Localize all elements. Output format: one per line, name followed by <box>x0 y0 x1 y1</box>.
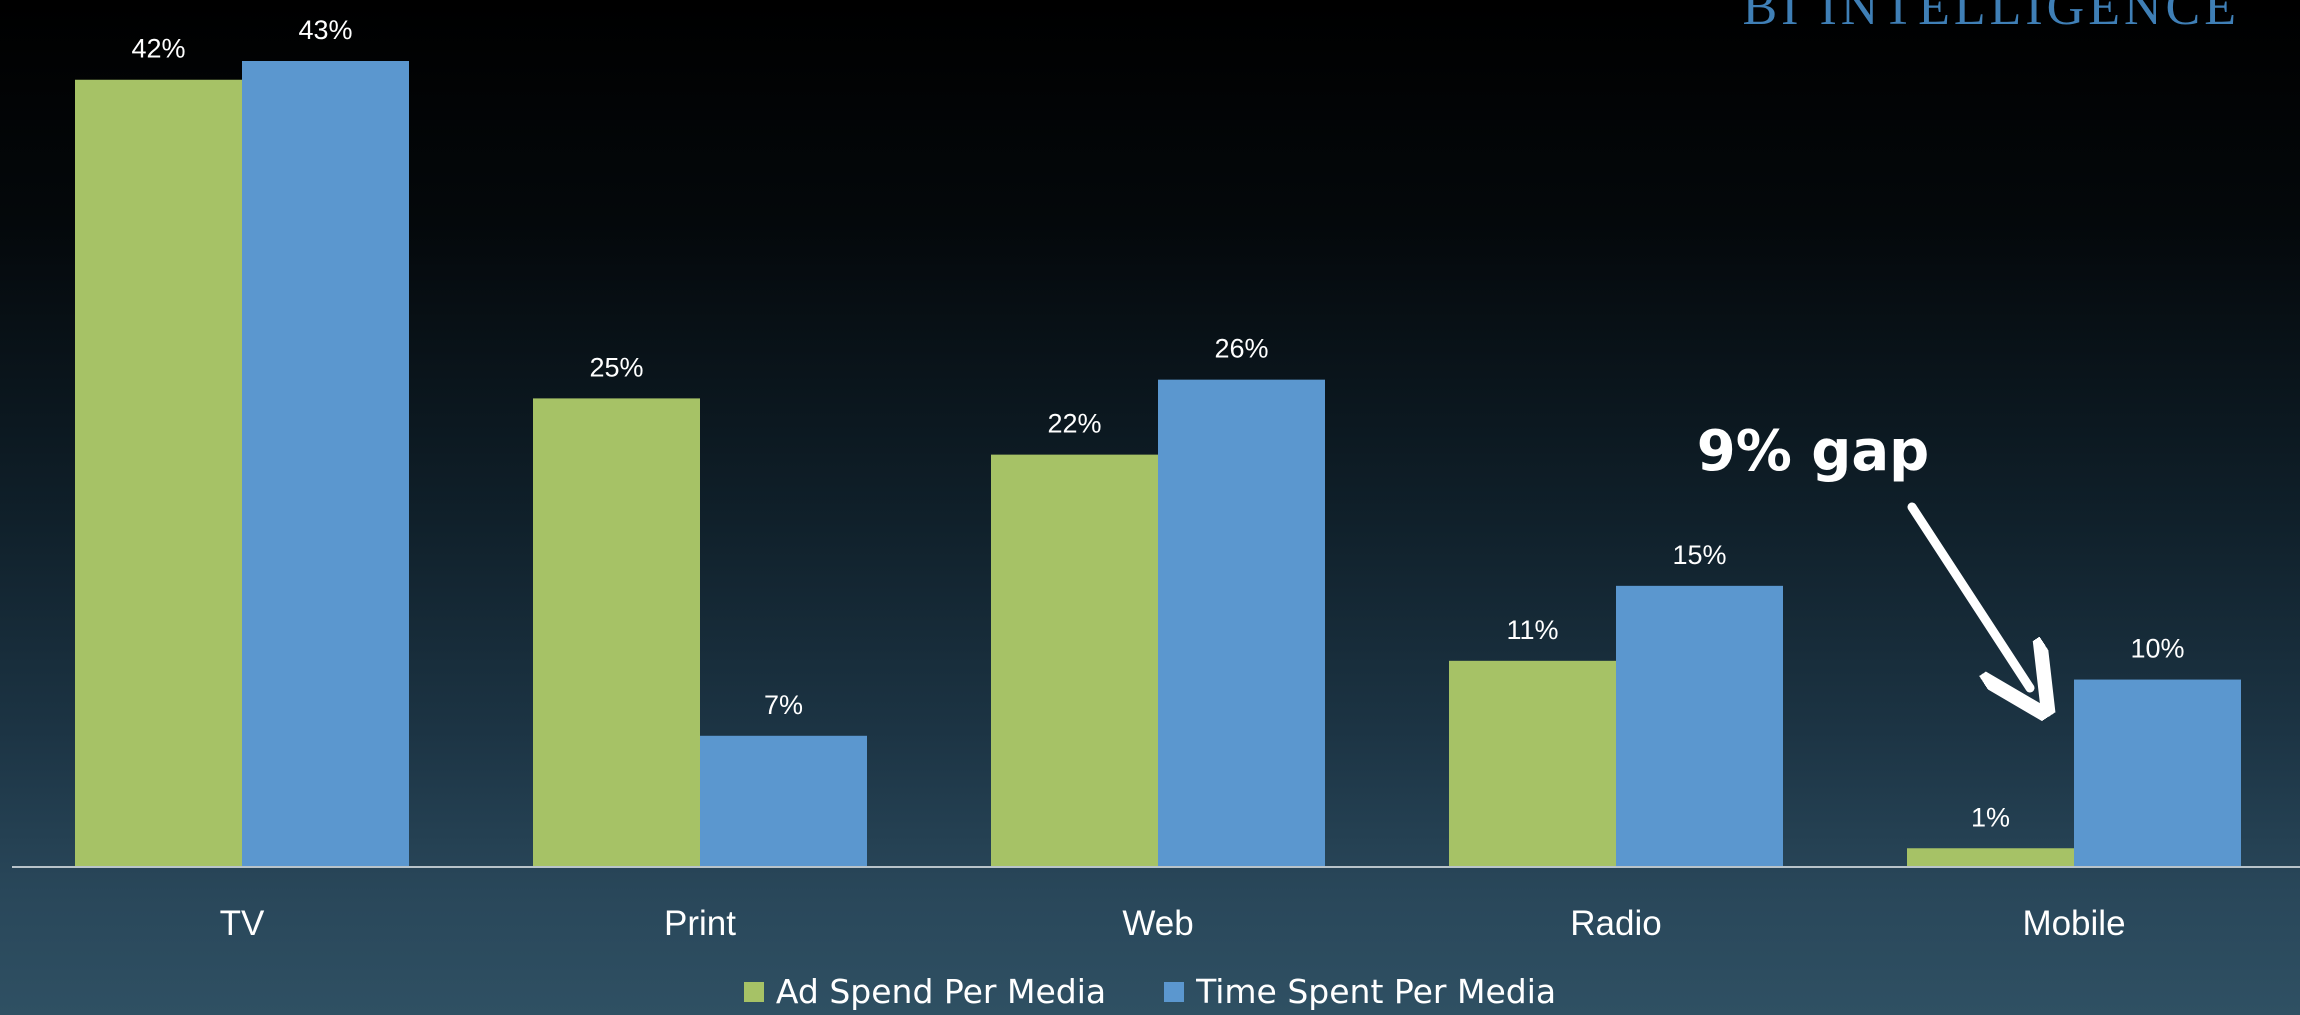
bar-mobile-time-spent <box>2074 679 2241 867</box>
legend-swatch-time-spent <box>1164 981 1185 1002</box>
bar-web-time-spent <box>1158 379 1325 867</box>
legend-swatch-ad-spend <box>743 981 764 1002</box>
bar-print-time-spent <box>700 735 867 867</box>
labels-layer: 42% 43% TV 25% 7% Print 22% 26% Web 11% 15% Radio 1%… <box>131 15 2184 943</box>
value-label-print-time-spent: 7% <box>764 690 803 720</box>
bars-layer <box>75 61 2241 867</box>
legend-item-time-spent: Time Spent Per Media <box>1164 972 1556 1011</box>
value-label-mobile-time-spent: 10% <box>2130 634 2184 664</box>
category-label-print: Print <box>664 904 736 943</box>
brand-logo: BI INTELLIGENCE <box>1742 0 2240 36</box>
value-label-web-ad-spend: 22% <box>1047 409 1101 439</box>
value-label-print-ad-spend: 25% <box>589 352 643 382</box>
legend-label-ad-spend: Ad Spend Per Media <box>775 972 1107 1011</box>
category-label-mobile: Mobile <box>2022 904 2125 943</box>
category-label-web: Web <box>1122 904 1193 943</box>
value-label-radio-ad-spend: 11% <box>1506 615 1558 645</box>
gap-arrow-icon <box>1907 502 2030 688</box>
value-label-web-time-spent: 26% <box>1214 334 1268 364</box>
bar-radio-time-spent <box>1616 585 1783 867</box>
bar-tv-time-spent <box>242 61 409 867</box>
bar-radio-ad-spend <box>1449 660 1616 867</box>
value-label-radio-time-spent: 15% <box>1672 540 1726 570</box>
bar-print-ad-spend <box>533 398 700 867</box>
category-label-tv: TV <box>220 904 265 943</box>
bar-tv-ad-spend <box>75 79 242 867</box>
bar-web-ad-spend <box>991 454 1158 867</box>
value-label-tv-ad-spend: 42% <box>131 34 185 64</box>
bar-mobile-ad-spend <box>1907 848 2074 867</box>
value-label-tv-time-spent: 43% <box>298 15 352 45</box>
legend: Ad Spend Per Media Time Spent Per Media <box>0 972 2300 1011</box>
legend-label-time-spent: Time Spent Per Media <box>1196 972 1557 1011</box>
gap-annotation: 9% gap <box>1697 419 1930 484</box>
legend-item-ad-spend: Ad Spend Per Media <box>743 972 1107 1011</box>
value-label-mobile-ad-spend: 1% <box>1971 802 2010 832</box>
category-label-radio: Radio <box>1570 904 1661 943</box>
